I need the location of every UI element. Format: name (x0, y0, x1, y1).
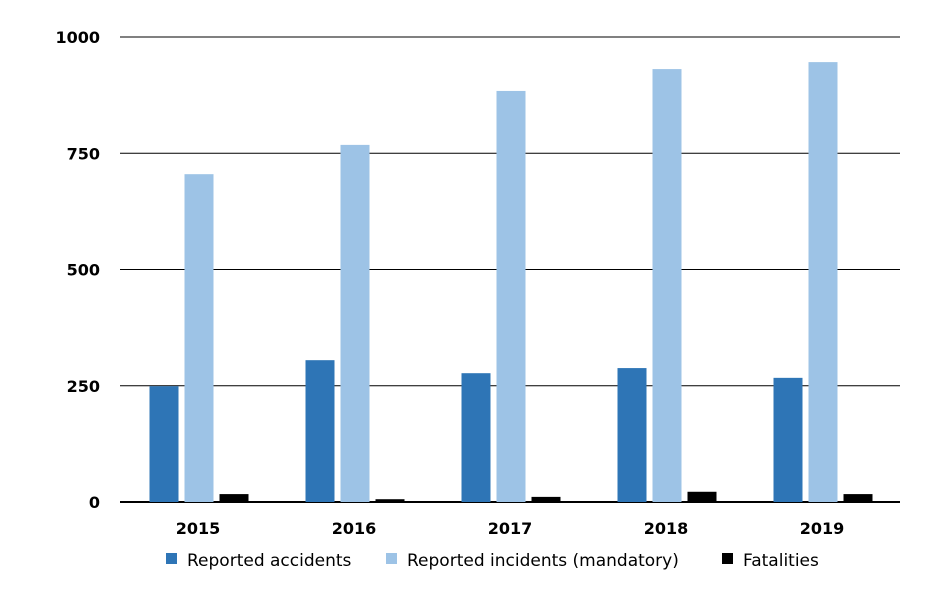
legend-label: Fatalities (743, 551, 819, 571)
bar-fatalities-2019 (843, 494, 873, 502)
x-tick-label: 2017 (488, 519, 533, 538)
bar-reported-incidents-mandatory--2017 (496, 90, 526, 502)
y-tick-label: 500 (67, 261, 100, 280)
bar-reported-incidents-mandatory--2019 (808, 62, 838, 503)
x-tick-label: 2016 (332, 519, 377, 538)
bar-reported-accidents-2015 (149, 386, 179, 502)
bar-fatalities-2018 (687, 491, 717, 502)
x-tick-label: 2015 (176, 519, 221, 538)
bar-reported-incidents-mandatory--2018 (652, 69, 682, 503)
x-tick-label: 2018 (644, 519, 689, 538)
bar-reported-accidents-2019 (773, 377, 803, 502)
legend-swatch (166, 553, 177, 564)
bar-fatalities-2016 (375, 499, 405, 502)
bar-reported-incidents-mandatory--2016 (340, 144, 370, 502)
bar-reported-accidents-2016 (305, 360, 335, 502)
y-tick-label: 1000 (55, 28, 100, 47)
bar-fatalities-2017 (531, 496, 561, 502)
y-tick-label: 0 (89, 493, 100, 512)
legend-label: Reported accidents (187, 551, 352, 571)
y-tick-label: 750 (67, 144, 100, 163)
bar-reported-incidents-mandatory--2015 (184, 174, 214, 503)
bar-reported-accidents-2018 (617, 368, 647, 502)
y-tick-label: 250 (67, 377, 100, 396)
bar-reported-accidents-2017 (461, 373, 491, 502)
legend-swatch (722, 553, 733, 564)
legend-swatch (386, 553, 397, 564)
bar-fatalities-2015 (219, 494, 249, 502)
legend-label: Reported incidents (mandatory) (407, 551, 679, 571)
x-tick-label: 2019 (800, 519, 845, 538)
